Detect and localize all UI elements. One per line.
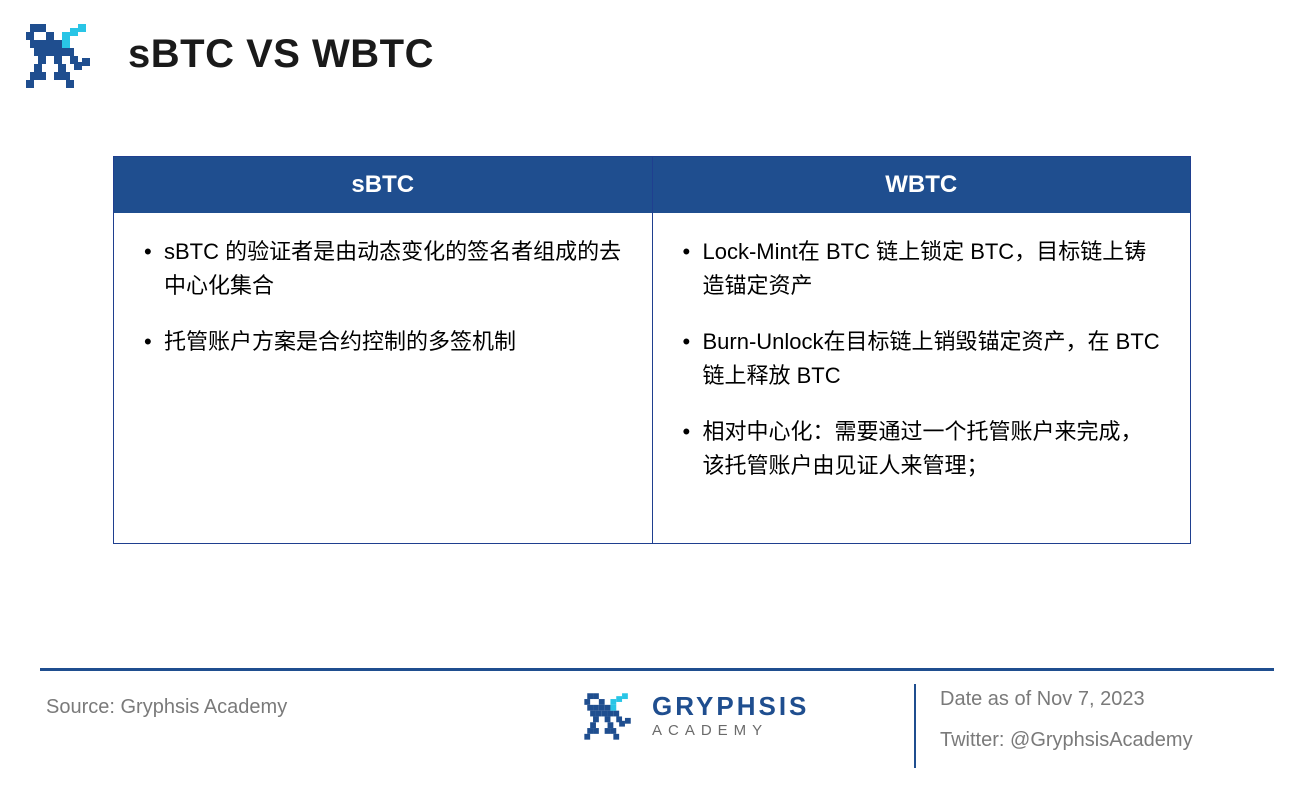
list-item: sBTC 的验证者是由动态变化的签名者组成的去中心化集合 — [140, 235, 626, 303]
footer-divider — [40, 668, 1274, 671]
table-cell-sbtc: sBTC 的验证者是由动态变化的签名者组成的去中心化集合 托管账户方案是合约控制… — [114, 213, 653, 543]
list-item: Lock-Mint在 BTC 链上锁定 BTC，目标链上铸造锚定资产 — [679, 235, 1165, 303]
slide-title: sBTC VS WBTC — [128, 32, 434, 77]
comparison-table: sBTC WBTC sBTC 的验证者是由动态变化的签名者组成的去中心化集合 托… — [113, 156, 1191, 544]
brand-name: GRYPHSIS — [652, 693, 809, 719]
sbtc-bullet-list: sBTC 的验证者是由动态变化的签名者组成的去中心化集合 托管账户方案是合约控制… — [140, 235, 626, 359]
twitter-text: Twitter: @GryphsisAcademy — [940, 729, 1193, 752]
header: sBTC VS WBTC — [20, 18, 434, 90]
date-text: Date as of Nov 7, 2023 — [940, 688, 1193, 711]
source-text: Source: Gryphsis Academy — [46, 696, 287, 719]
list-item: 相对中心化：需要通过一个托管账户来完成，该托管账户由见证人来管理； — [679, 415, 1165, 483]
table-header-row: sBTC WBTC — [114, 157, 1190, 213]
footer-meta: Date as of Nov 7, 2023 Twitter: @Gryphsi… — [940, 688, 1193, 752]
wbtc-bullet-list: Lock-Mint在 BTC 链上锁定 BTC，目标链上铸造锚定资产 Burn-… — [679, 235, 1165, 484]
table-header-sbtc: sBTC — [114, 157, 653, 213]
list-item: 托管账户方案是合约控制的多签机制 — [140, 325, 626, 359]
table-body-row: sBTC 的验证者是由动态变化的签名者组成的去中心化集合 托管账户方案是合约控制… — [114, 213, 1190, 543]
gryphsis-logo-icon — [20, 18, 100, 90]
footer: Source: Gryphsis Academy — [0, 668, 1314, 788]
footer-brand: GRYPHSIS ACADEMY — [580, 688, 809, 742]
table-cell-wbtc: Lock-Mint在 BTC 链上锁定 BTC，目标链上铸造锚定资产 Burn-… — [653, 213, 1191, 543]
gryphsis-footer-logo-icon — [580, 688, 638, 742]
brand-subtitle: ACADEMY — [652, 723, 809, 738]
list-item: Burn-Unlock在目标链上销毁锚定资产，在 BTC 链上释放 BTC — [679, 325, 1165, 393]
brand-text: GRYPHSIS ACADEMY — [652, 693, 809, 738]
table-header-wbtc: WBTC — [653, 157, 1191, 213]
footer-vertical-divider — [914, 684, 916, 768]
slide: sBTC VS WBTC sBTC WBTC sBTC 的验证者是由动态变化的签… — [0, 0, 1314, 788]
